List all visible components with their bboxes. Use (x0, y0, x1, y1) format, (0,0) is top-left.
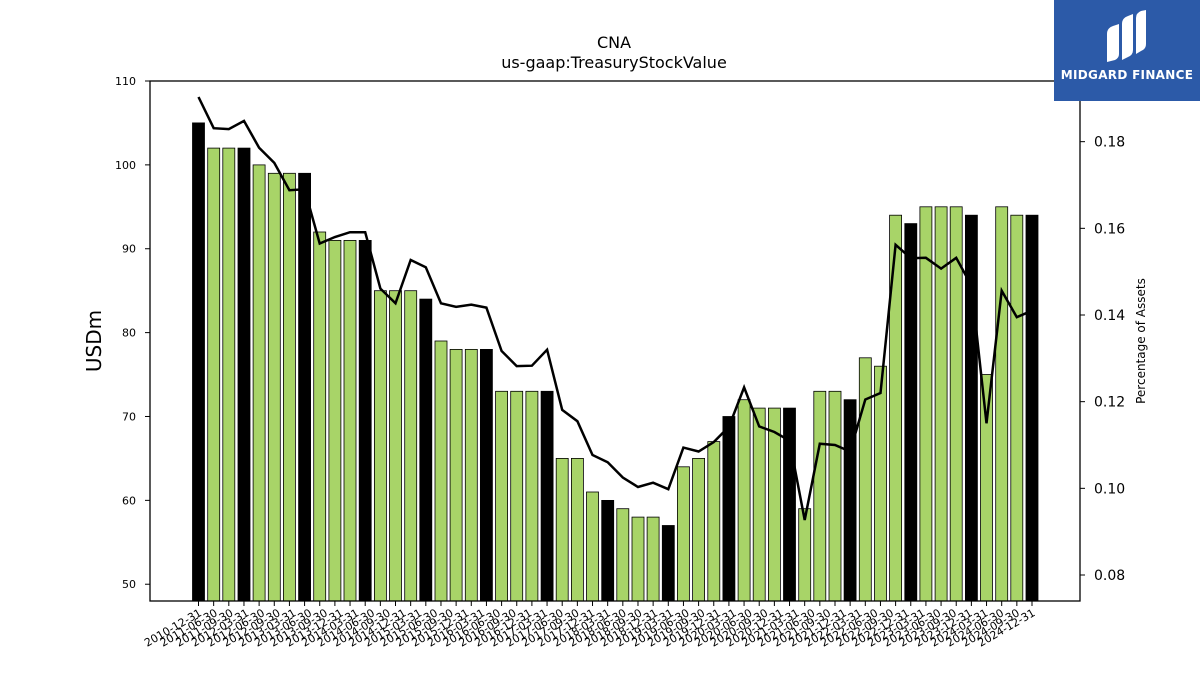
bar (661, 525, 675, 602)
bar (980, 374, 993, 602)
bar (207, 147, 221, 602)
midgard-m-logo-icon (1107, 10, 1146, 62)
y2-tick-label: 0.10 (1094, 481, 1125, 497)
chart-title: CNA (597, 33, 631, 52)
bar (192, 122, 205, 602)
bar (889, 214, 902, 602)
y2-axis-label: Percentage of Assets (1134, 278, 1148, 404)
y2-tick-label: 0.18 (1094, 135, 1125, 151)
y-tick-label: 90 (122, 243, 136, 256)
bar (571, 457, 584, 602)
bar (555, 457, 569, 602)
bar (874, 365, 887, 602)
y-tick-label: 110 (115, 75, 136, 88)
y2-tick-label: 0.14 (1094, 308, 1125, 324)
y-tick-label: 100 (115, 159, 136, 172)
bar (328, 239, 342, 602)
bar (995, 206, 1009, 602)
logo-text: MIDGARD FINANCE (1060, 68, 1194, 82)
bar (267, 172, 281, 602)
bar (540, 390, 554, 602)
percentage-line (197, 96, 1033, 521)
bar (858, 357, 872, 602)
bar (586, 491, 599, 602)
y-tick-label: 80 (122, 327, 136, 340)
bar (601, 499, 615, 602)
bar (904, 223, 918, 602)
bar (389, 290, 402, 602)
bar (434, 340, 448, 602)
bar (798, 508, 812, 602)
bar (237, 147, 251, 602)
bar (510, 390, 524, 602)
bar (373, 290, 387, 602)
bar (965, 214, 978, 602)
y-axis-label: USDm (82, 310, 106, 372)
y-tick-label: 70 (122, 410, 136, 423)
bar (298, 172, 312, 602)
bar (919, 206, 933, 602)
bar (343, 239, 357, 602)
midgard-finance-logo: MIDGARD FINANCE (1054, 0, 1200, 101)
bar (313, 231, 327, 602)
bar (1010, 214, 1024, 602)
bar (358, 239, 372, 602)
bar (722, 416, 736, 602)
left-axis: 50 60 70 80 90 100 110 (115, 75, 150, 591)
bar (646, 516, 660, 602)
y-tick-label: 50 (122, 578, 136, 591)
bar-series (192, 122, 1039, 602)
bar (616, 508, 630, 602)
bar (404, 290, 418, 602)
bar (222, 147, 236, 602)
bar (495, 390, 509, 602)
bar (525, 390, 539, 602)
bar (1025, 214, 1039, 602)
y2-tick-label: 0.12 (1094, 395, 1125, 411)
bar (677, 466, 690, 602)
bar (479, 348, 493, 602)
y2-tick-label: 0.16 (1094, 221, 1125, 237)
bar (752, 407, 766, 602)
right-axis: 0.08 0.10 0.12 0.14 0.16 0.18 (1080, 135, 1125, 584)
y-tick-label: 60 (122, 494, 136, 507)
bar (737, 399, 751, 602)
bar (813, 390, 827, 602)
plot-frame (149, 80, 1081, 602)
y2-tick-label: 0.08 (1094, 568, 1125, 584)
bar (707, 441, 721, 602)
bar (828, 390, 842, 602)
bar (449, 348, 463, 602)
bar (768, 407, 781, 602)
bar (843, 399, 857, 602)
bar (631, 516, 645, 602)
bar (419, 298, 433, 602)
chart-subtitle: us-gaap:TreasuryStockValue (501, 53, 727, 72)
bar (252, 164, 266, 602)
x-axis: 2010-12-312011-06-302011-09-302012-03-31… (142, 601, 1038, 650)
bar (464, 348, 478, 602)
bar (692, 457, 705, 602)
bar (282, 172, 296, 602)
